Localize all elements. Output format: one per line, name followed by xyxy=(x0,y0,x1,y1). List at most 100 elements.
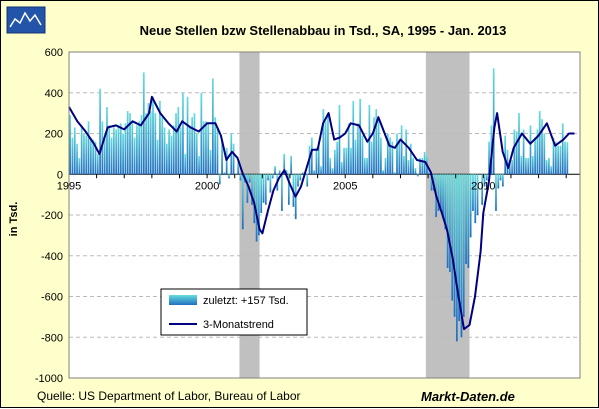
bar xyxy=(343,147,345,175)
bar xyxy=(281,174,283,211)
bar xyxy=(460,174,463,338)
bar xyxy=(465,174,467,264)
bar xyxy=(545,159,548,175)
bar xyxy=(474,174,477,224)
bar xyxy=(363,157,366,175)
logo-line-icon xyxy=(9,11,42,28)
bar xyxy=(133,137,136,175)
bar xyxy=(78,157,81,175)
bar xyxy=(76,143,78,175)
bar xyxy=(506,149,509,175)
bar xyxy=(449,174,451,273)
bar xyxy=(559,145,562,175)
bar xyxy=(175,113,177,175)
source-note: Quelle: US Department of Labor, Bureau o… xyxy=(37,389,301,403)
bar xyxy=(207,123,210,175)
bar xyxy=(543,133,546,175)
bar xyxy=(274,166,276,175)
bar xyxy=(179,127,182,175)
bar xyxy=(564,141,566,175)
bar xyxy=(80,125,83,175)
bar xyxy=(437,174,440,211)
y-tick-label: 0 xyxy=(57,169,63,181)
bar xyxy=(159,100,161,175)
bar xyxy=(497,174,500,189)
bar xyxy=(106,107,108,175)
bar xyxy=(147,102,150,175)
brand-label: Markt-Daten.de xyxy=(421,389,515,404)
bar xyxy=(209,149,212,175)
bar xyxy=(333,149,336,175)
bar xyxy=(384,157,387,175)
legend-label-trend: 3-Monatstrend xyxy=(203,319,274,331)
bar xyxy=(103,137,106,175)
bar xyxy=(518,113,520,175)
bar xyxy=(561,123,564,175)
bar xyxy=(283,153,286,175)
bar xyxy=(550,166,553,175)
bar xyxy=(193,113,196,175)
bar xyxy=(119,123,122,175)
bar xyxy=(502,174,504,187)
bar xyxy=(525,157,527,175)
bar xyxy=(186,96,189,175)
bar xyxy=(554,141,557,175)
bar xyxy=(223,172,226,175)
bar xyxy=(515,131,518,175)
bar xyxy=(168,129,170,175)
bar xyxy=(370,141,373,175)
bar xyxy=(336,141,339,175)
bar xyxy=(373,117,375,175)
bar xyxy=(407,159,410,175)
bar xyxy=(566,142,569,175)
bar xyxy=(458,174,461,321)
bar xyxy=(161,117,164,175)
y-axis-label: in Tsd. xyxy=(8,202,20,237)
bar xyxy=(297,174,299,187)
bar xyxy=(350,147,352,175)
bar xyxy=(405,129,408,175)
bar xyxy=(347,123,350,175)
bar xyxy=(536,129,539,175)
bar xyxy=(170,135,173,175)
legend-bar-swatch xyxy=(169,295,197,305)
bar xyxy=(534,137,536,175)
bar xyxy=(444,174,447,230)
bar xyxy=(156,139,159,175)
legend: zuletzt: +157 Tsd. 3-Monatstrend xyxy=(160,288,308,336)
y-tick-label: -800 xyxy=(41,332,63,344)
y-tick-label: 400 xyxy=(45,88,63,100)
bar xyxy=(191,117,194,175)
bar xyxy=(113,127,115,175)
bar xyxy=(527,157,530,175)
bar xyxy=(260,174,263,213)
bar xyxy=(359,98,362,175)
bar xyxy=(306,174,309,187)
bar xyxy=(488,141,490,175)
bar xyxy=(327,113,329,175)
bar xyxy=(541,119,543,175)
y-tick-label: -200 xyxy=(41,210,63,222)
logo-background xyxy=(6,6,46,34)
bar xyxy=(211,78,214,175)
bar xyxy=(414,168,417,175)
bar xyxy=(479,174,481,175)
bar xyxy=(317,143,320,175)
bar xyxy=(423,151,426,175)
bar xyxy=(154,113,157,175)
bar xyxy=(92,139,95,175)
bar xyxy=(453,174,456,317)
bar xyxy=(165,143,168,175)
bar xyxy=(391,141,394,175)
bar xyxy=(451,174,454,301)
bar xyxy=(264,174,267,205)
bar xyxy=(400,125,403,175)
bar xyxy=(122,133,124,175)
bar xyxy=(140,115,143,175)
y-tick-label: 600 xyxy=(45,47,63,59)
bar xyxy=(205,121,207,175)
bar xyxy=(184,153,187,175)
bar xyxy=(188,125,191,175)
bar xyxy=(142,72,145,175)
bar xyxy=(315,147,318,175)
